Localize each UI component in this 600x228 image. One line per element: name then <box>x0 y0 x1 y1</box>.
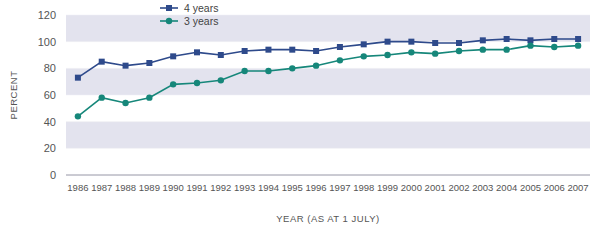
marker <box>242 48 248 54</box>
y-tick-label: 20 <box>44 142 56 154</box>
marker <box>170 81 176 87</box>
marker <box>265 68 271 74</box>
marker <box>265 47 271 53</box>
x-tick-label: 1990 <box>163 182 184 193</box>
marker <box>575 42 581 48</box>
x-tick-label: 1986 <box>67 182 88 193</box>
x-tick-label: 2001 <box>425 182 446 193</box>
y-tick-label: 100 <box>38 36 56 48</box>
grid-line <box>66 68 590 69</box>
marker <box>480 46 486 52</box>
marker <box>503 46 509 52</box>
marker <box>337 57 343 63</box>
y-axis-title: PERCENT <box>8 71 19 120</box>
y-tick-label: 40 <box>44 116 56 128</box>
marker <box>170 53 176 59</box>
grid-line <box>66 148 590 149</box>
marker <box>123 63 129 69</box>
marker <box>289 65 295 71</box>
x-tick-label: 2000 <box>401 182 422 193</box>
x-tick-label: 1991 <box>186 182 207 193</box>
grid-band <box>66 122 590 149</box>
marker <box>99 94 105 100</box>
marker <box>241 68 247 74</box>
marker <box>75 75 81 81</box>
y-tick-label: 0 <box>50 169 56 181</box>
marker <box>289 47 295 53</box>
series-line <box>78 39 578 78</box>
marker <box>527 37 533 43</box>
marker <box>384 52 390 58</box>
grid-line <box>66 121 590 122</box>
x-tick-label: 1988 <box>115 182 136 193</box>
x-tick-label: 2006 <box>544 182 565 193</box>
x-tick-label: 1994 <box>258 182 279 193</box>
x-tick-label: 2007 <box>568 182 589 193</box>
x-tick-label: 1993 <box>234 182 255 193</box>
marker <box>385 39 391 45</box>
marker <box>504 36 510 42</box>
marker <box>361 53 367 59</box>
marker <box>146 94 152 100</box>
marker <box>194 49 200 55</box>
y-tick-label: 80 <box>44 62 56 74</box>
grid-line <box>66 175 590 176</box>
marker <box>218 77 224 83</box>
x-tick-label: 1987 <box>91 182 112 193</box>
legend-marker <box>166 5 172 11</box>
grid-band <box>66 68 590 95</box>
x-tick-label: 1992 <box>210 182 231 193</box>
x-tick-label: 2002 <box>448 182 469 193</box>
marker <box>551 36 557 42</box>
x-tick-label: 1989 <box>139 182 160 193</box>
marker <box>75 113 81 119</box>
marker <box>408 39 414 45</box>
x-tick-label: 2004 <box>496 182 517 193</box>
marker <box>527 42 533 48</box>
x-tick-label: 2003 <box>472 182 493 193</box>
marker <box>456 48 462 54</box>
marker <box>99 59 105 65</box>
marker <box>218 52 224 58</box>
x-tick-label: 1996 <box>306 182 327 193</box>
grid-band <box>66 15 590 42</box>
marker <box>146 60 152 66</box>
marker <box>122 100 128 106</box>
grid-line <box>66 95 590 96</box>
legend-marker <box>166 18 172 24</box>
marker <box>194 80 200 86</box>
plot-area <box>75 36 582 120</box>
marker <box>575 36 581 42</box>
marker <box>480 37 486 43</box>
x-tick-label: 1997 <box>329 182 350 193</box>
series-line <box>78 46 578 117</box>
grid-line <box>66 15 590 16</box>
x-axis-line <box>66 175 590 176</box>
marker <box>432 50 438 56</box>
marker <box>456 40 462 46</box>
x-tick-label: 2005 <box>520 182 541 193</box>
x-axis-title: YEAR (AS AT 1 JULY) <box>276 213 379 224</box>
x-tick-label: 1995 <box>282 182 303 193</box>
y-tick-label: 60 <box>44 89 56 101</box>
marker <box>313 62 319 68</box>
marker <box>432 40 438 46</box>
x-tick-label: 1998 <box>353 182 374 193</box>
marker <box>551 44 557 50</box>
y-tick-label: 120 <box>38 9 56 21</box>
marker <box>337 44 343 50</box>
marker <box>313 48 319 54</box>
grid-line <box>66 41 590 42</box>
x-tick-label: 1999 <box>377 182 398 193</box>
marker <box>408 49 414 55</box>
legend-label: 3 years <box>184 15 218 27</box>
marker <box>361 41 367 47</box>
legend-label: 4 years <box>184 2 218 14</box>
chart: 0204060801001201986198719881989199019911… <box>0 0 600 228</box>
